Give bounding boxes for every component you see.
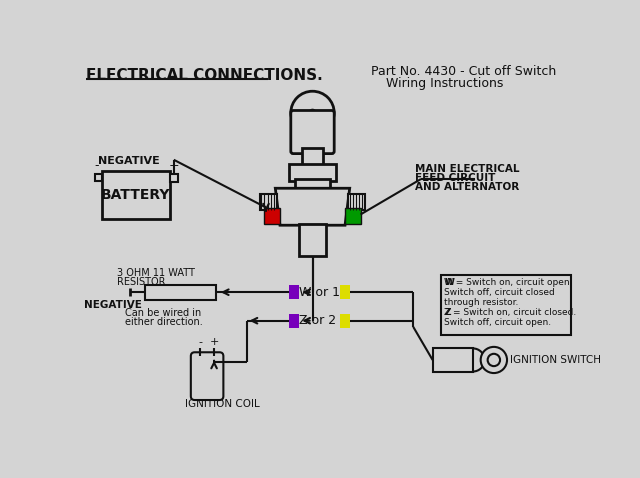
Bar [303, 148, 323, 165]
Text: ELECTRICAL CONNECTIONS.: ELECTRICAL CONNECTIONS. [86, 68, 323, 83]
Text: -: - [95, 159, 99, 172]
Text: AND ALTERNATOR: AND ALTERNATOR [415, 182, 519, 192]
Bar [340, 285, 351, 299]
Text: -: - [198, 337, 202, 347]
Circle shape [291, 91, 334, 134]
Polygon shape [275, 188, 349, 225]
Text: Part No. 4430 - Cut off Switch: Part No. 4430 - Cut off Switch [371, 65, 556, 78]
Bar [289, 163, 336, 181]
Bar [260, 195, 277, 210]
Text: Wiring Instructions: Wiring Instructions [386, 76, 504, 89]
Bar [300, 224, 326, 256]
Bar [294, 179, 330, 190]
Text: NEGATIVE: NEGATIVE [98, 156, 159, 166]
Text: IGNITION COIL: IGNITION COIL [186, 399, 260, 409]
Text: Z = Switch on, circuit closed.: Z = Switch on, circuit closed. [444, 308, 577, 317]
Text: IGNITION SWITCH: IGNITION SWITCH [510, 355, 601, 365]
Text: either direction.: either direction. [125, 317, 203, 327]
Text: Switch off, circuit open.: Switch off, circuit open. [444, 318, 552, 327]
Bar [289, 285, 300, 299]
Text: Switch off, circuit closed: Switch off, circuit closed [444, 288, 555, 296]
Bar [441, 274, 572, 335]
Text: +: + [168, 159, 179, 172]
Text: Can be wired in: Can be wired in [125, 308, 201, 317]
Bar [345, 208, 360, 224]
Bar [348, 195, 365, 210]
Text: 3 OHM 11 WATT: 3 OHM 11 WATT [117, 268, 195, 278]
Bar [145, 284, 216, 300]
Text: W = Switch on, circuit open.: W = Switch on, circuit open. [444, 278, 573, 287]
Text: through resistor.: through resistor. [444, 298, 518, 306]
Text: W: W [444, 278, 454, 287]
Bar [289, 314, 300, 327]
Text: MAIN ELECTRICAL: MAIN ELECTRICAL [415, 163, 519, 174]
Text: RESISTOR: RESISTOR [117, 277, 166, 287]
Text: FEED CIRCUIT: FEED CIRCUIT [415, 173, 495, 183]
Text: W or 1: W or 1 [300, 286, 340, 299]
FancyBboxPatch shape [291, 110, 334, 153]
Bar [95, 174, 102, 181]
Text: BATTERY: BATTERY [101, 188, 170, 202]
FancyBboxPatch shape [191, 352, 223, 400]
Text: Z or 2: Z or 2 [300, 314, 337, 327]
Bar [170, 174, 178, 182]
Bar [433, 348, 473, 371]
Text: +: + [209, 337, 219, 347]
Bar [102, 171, 170, 219]
Text: NEGATIVE: NEGATIVE [84, 300, 141, 310]
Bar [340, 314, 351, 327]
Bar [264, 208, 280, 224]
Text: Z: Z [444, 308, 451, 317]
Circle shape [481, 347, 507, 373]
